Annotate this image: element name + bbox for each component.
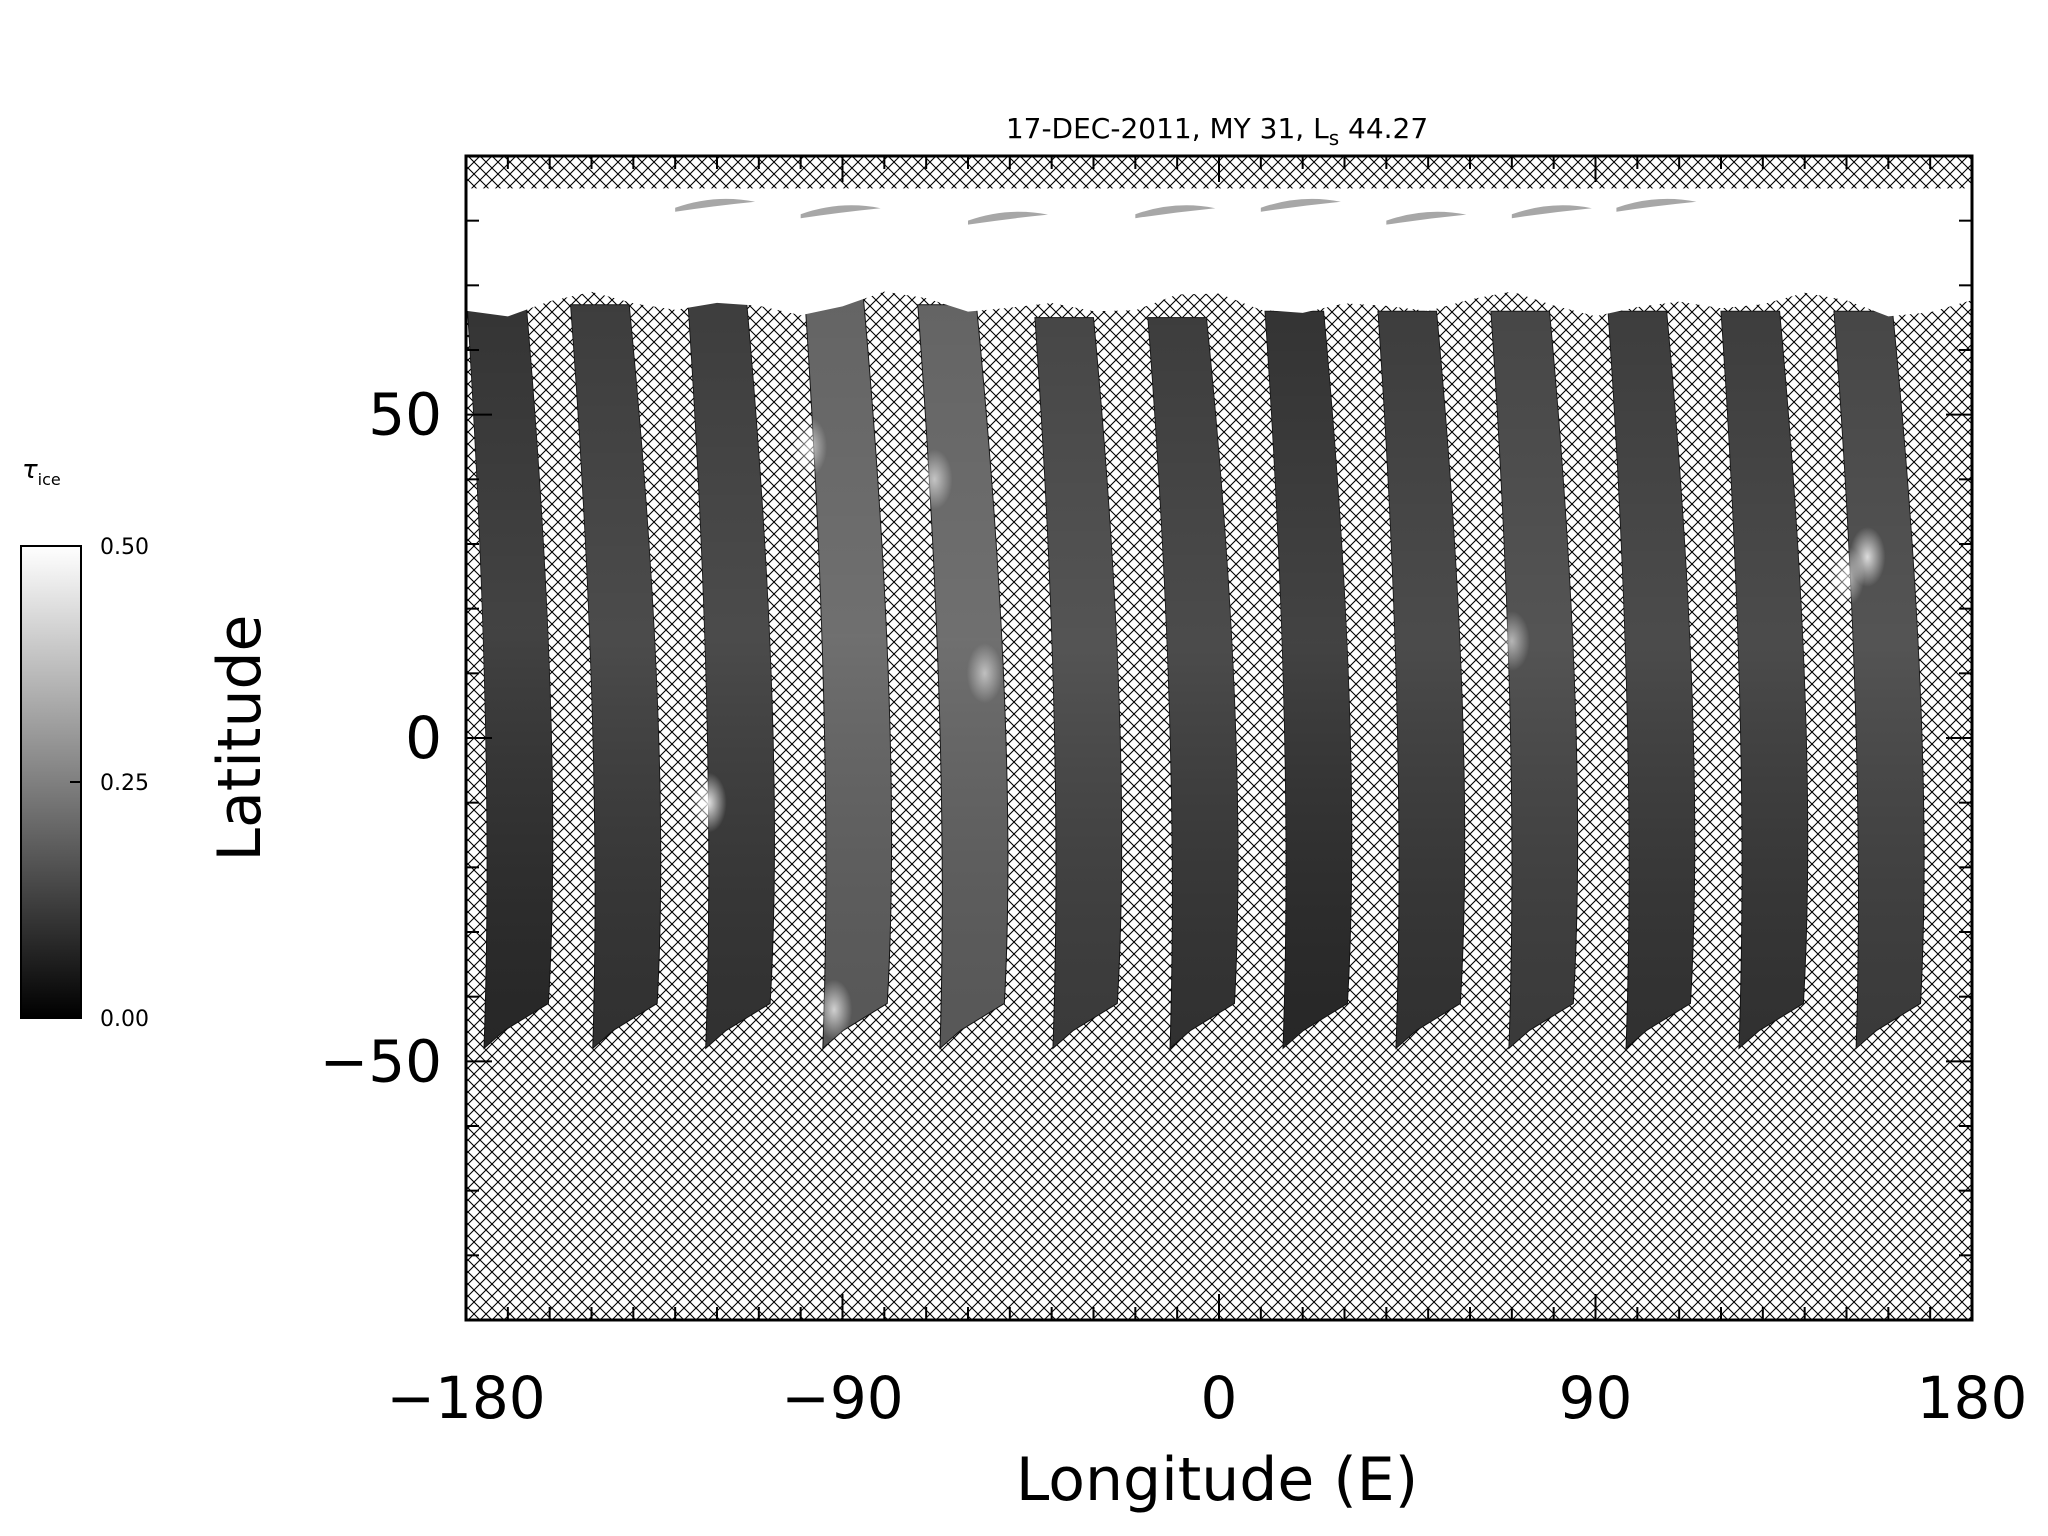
colorbar-label-subscript: ice (38, 470, 61, 489)
cap-streak-5 (1260, 198, 1341, 212)
cloud-feature-4 (816, 979, 853, 1040)
orbit-swath-shade-12 (1721, 311, 1808, 1049)
cap-streak-8 (1616, 198, 1697, 212)
x-tick-label: −180 (386, 1364, 545, 1432)
chart-title-subscript: s (1329, 126, 1339, 150)
y-tick-label: 0 (405, 704, 442, 772)
swath-layer (466, 284, 1925, 1050)
orbit-swath-shade-7 (1147, 317, 1238, 1049)
tick-marks (465, 155, 1973, 1321)
plot-area (466, 156, 1972, 1320)
cloud-feature-1 (791, 417, 828, 477)
x-tick-label: 180 (1917, 1364, 2028, 1432)
x-tick-labels: −180 −90 0 90 180 (386, 1364, 2027, 1432)
cap-streak-3 (968, 211, 1048, 225)
x-tick-label: −90 (781, 1364, 903, 1432)
orbit-swath-shade-6 (1034, 317, 1122, 1049)
cap-streak-6 (1386, 211, 1467, 225)
orbit-swath-shade-13 (1833, 311, 1925, 1049)
orbit-swath-shade-3 (687, 298, 775, 1049)
cap-streak-2 (800, 205, 881, 219)
orbit-swath-shade-10 (1490, 311, 1578, 1049)
y-tick-label: −50 (320, 1027, 442, 1095)
polar-cap (466, 188, 1972, 317)
orbit-swath-shade-8 (1265, 311, 1352, 1049)
y-tick-labels: −50 0 50 (320, 381, 442, 1096)
colorbar-tick-label: 0.25 (100, 771, 149, 796)
cloud-feature-8 (1828, 546, 1865, 607)
orbit-swath-shade-11 (1608, 311, 1695, 1049)
x-axis-label: Longitude (E) (1016, 1445, 1418, 1515)
orbit-swath-shade-4 (804, 298, 892, 1049)
cap-streak-1 (675, 198, 756, 212)
cloud-feature-3 (690, 772, 727, 833)
colorbar-label-main: τ (22, 455, 38, 485)
orbit-swath-shade-9 (1377, 311, 1465, 1049)
cap-streak-7 (1511, 205, 1592, 219)
x-tick-label: 0 (1201, 1364, 1238, 1432)
colorbar-label: τice (22, 455, 61, 489)
cloud-feature-5 (966, 643, 1003, 704)
cloud-layer (690, 417, 1886, 1040)
orbit-swath-shade-1 (466, 285, 553, 1049)
colorbar-tick-label: 0.50 (100, 535, 149, 560)
cloud-feature-2 (916, 449, 953, 510)
x-tick-label: 90 (1559, 1364, 1633, 1432)
y-axis-label: Latitude (205, 615, 275, 862)
colorbar-tick-label: 0.00 (100, 1007, 149, 1032)
chart-title: 17-DEC-2011, MY 31, Ls 44.27 (1006, 112, 1428, 150)
y-tick-label: 50 (368, 381, 442, 449)
cloud-feature-6 (1493, 611, 1530, 671)
chart-title-main: 17-DEC-2011, MY 31, L (1006, 112, 1329, 145)
chart-title-value: 44.27 (1339, 112, 1428, 145)
polar-cap-layer (466, 188, 1972, 317)
colorbar: τice 0.00 0.25 0.50 (20, 455, 149, 1032)
orbit-swath-shade-2 (570, 304, 661, 1049)
colorbar-ticks: 0.00 0.25 0.50 (70, 535, 149, 1032)
cap-streak-4 (1135, 205, 1216, 219)
